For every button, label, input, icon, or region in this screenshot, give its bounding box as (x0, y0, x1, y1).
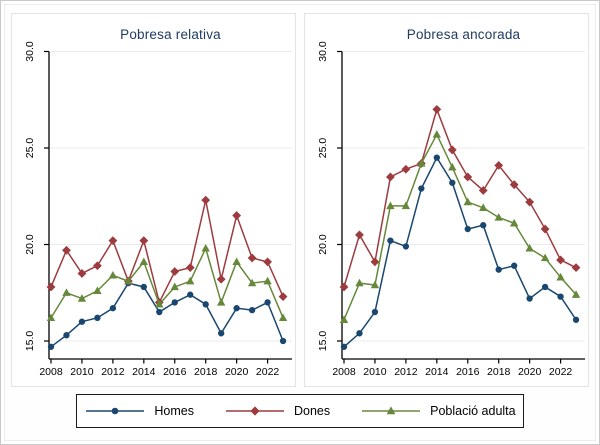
svg-text:30.0: 30.0 (317, 41, 329, 62)
legend-row: Homes Dones Població adulta (1, 394, 599, 428)
legend-label: Població adulta (430, 404, 516, 418)
diamond-line-swatch-icon (225, 406, 284, 416)
svg-text:20.0: 20.0 (24, 234, 36, 255)
svg-text:2018: 2018 (194, 366, 218, 378)
panel-pobresa-relativa: 15.0 20.0 25.0 30.0 2008 2010 2012 2014 2016 2018… (11, 13, 296, 387)
svg-text:2012: 2012 (101, 366, 125, 378)
svg-text:20.0: 20.0 (317, 234, 329, 255)
svg-text:30.0: 30.0 (24, 41, 36, 62)
legend-item-dones: Dones (224, 404, 330, 418)
svg-text:2018: 2018 (487, 366, 511, 378)
svg-text:2010: 2010 (70, 366, 94, 378)
svg-text:15.0: 15.0 (317, 331, 329, 352)
svg-text:2010: 2010 (363, 366, 387, 378)
legend-item-població-adulta: Població adulta (360, 404, 516, 418)
svg-text:25.0: 25.0 (24, 138, 36, 159)
svg-text:2020: 2020 (518, 366, 542, 378)
svg-text:2008: 2008 (332, 366, 356, 378)
svg-text:2014: 2014 (425, 366, 449, 378)
panels-row: 15.0 20.0 25.0 30.0 2008 2010 2012 2014 2016 2018… (11, 13, 589, 387)
plot-svg-ancorada: 15.0 20.0 25.0 30.0 2008 2010 2012 2014 2016 2018… (304, 13, 589, 387)
triangle-line-swatch-icon (362, 406, 421, 415)
svg-text:2014: 2014 (132, 366, 156, 378)
svg-text:2012: 2012 (394, 366, 418, 378)
svg-text:15.0: 15.0 (24, 331, 36, 352)
svg-text:2016: 2016 (163, 366, 187, 378)
svg-text:2016: 2016 (456, 366, 480, 378)
panel-title-ancorada: Pobresa ancorada (406, 27, 521, 42)
panel-title-relativa: Pobresa relativa (120, 27, 221, 42)
plot-svg-relativa: 15.0 20.0 25.0 30.0 2008 2010 2012 2014 2016 2018… (11, 13, 296, 387)
legend-item-homes: Homes (84, 404, 194, 418)
circle-line-swatch-icon (86, 407, 145, 415)
panel-pobresa-ancorada: 15.0 20.0 25.0 30.0 2008 2010 2012 2014 2016 2018… (304, 13, 589, 387)
svg-text:2022: 2022 (256, 366, 280, 378)
svg-text:2022: 2022 (549, 366, 573, 378)
legend: Homes Dones Població adulta (76, 394, 524, 428)
svg-text:25.0: 25.0 (317, 138, 329, 159)
legend-label: Homes (154, 404, 194, 418)
svg-text:2008: 2008 (39, 366, 63, 378)
legend-label: Dones (293, 404, 331, 418)
svg-text:2020: 2020 (225, 366, 249, 378)
